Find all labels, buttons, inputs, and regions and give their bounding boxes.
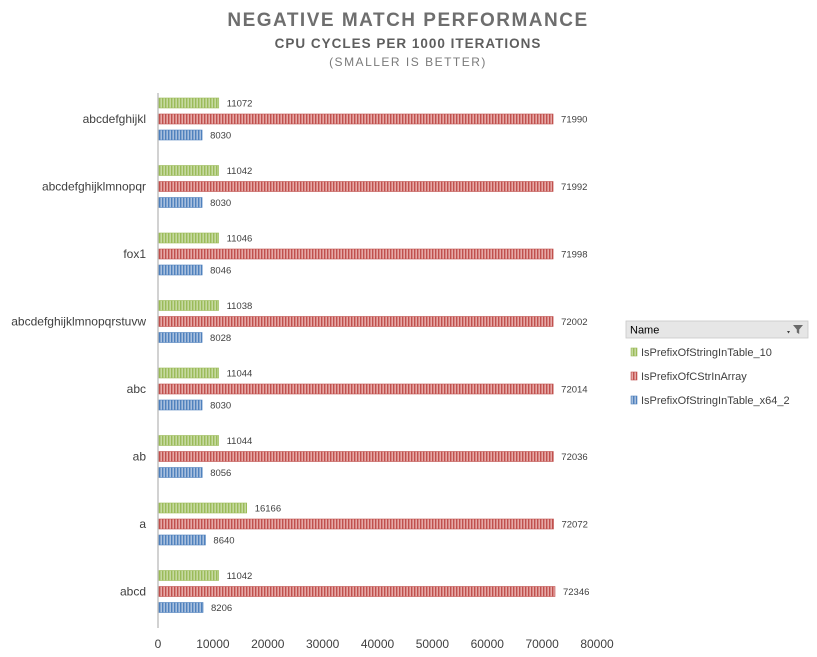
legend-swatch — [630, 347, 638, 357]
category-label: abcdefghijklmnopqrstuvw — [11, 315, 146, 329]
legend-item-label[interactable]: IsPrefixOfStringInTable_x64_2 — [641, 395, 790, 407]
bar — [158, 570, 219, 581]
data-label: 8030 — [210, 131, 231, 142]
data-label: 72002 — [561, 317, 587, 328]
data-label: 8056 — [210, 468, 231, 479]
legend-swatch — [630, 371, 638, 381]
data-label: 8640 — [213, 536, 234, 547]
data-label: 72036 — [561, 452, 587, 463]
x-tick-label: 60000 — [471, 637, 505, 651]
data-label: 11044 — [227, 436, 253, 447]
data-label: 11042 — [227, 166, 253, 177]
data-label: 11042 — [227, 571, 253, 582]
bar — [158, 248, 554, 260]
filter-icon[interactable] — [787, 325, 803, 334]
x-tick-label: 0 — [155, 637, 162, 651]
bar — [158, 383, 554, 395]
data-label: 72072 — [561, 520, 587, 531]
legend-item-label[interactable]: IsPrefixOfStringInTable_10 — [641, 347, 772, 359]
bar — [158, 129, 203, 141]
x-tick-label: 10000 — [196, 637, 230, 651]
data-label: 72014 — [561, 385, 587, 396]
category-label: fox1 — [123, 247, 146, 261]
bar — [158, 316, 554, 327]
legend-item-label[interactable]: IsPrefixOfCStrInArray — [641, 371, 747, 383]
category-label: abc — [127, 382, 146, 396]
data-label: 11046 — [227, 234, 253, 245]
bar — [158, 165, 219, 176]
data-label: 8030 — [210, 198, 231, 209]
bar — [158, 181, 554, 192]
data-label: 8028 — [210, 333, 231, 344]
data-label: 71998 — [561, 250, 587, 261]
bar — [158, 451, 554, 462]
category-label: abcd — [120, 585, 146, 599]
x-tick-label: 20000 — [251, 637, 285, 651]
bar — [158, 586, 556, 597]
bar — [158, 367, 219, 379]
data-label: 72346 — [563, 587, 589, 598]
legend-items: IsPrefixOfStringInTable_10 IsPrefixOfCStr… — [630, 347, 790, 407]
x-tick-label: 40000 — [361, 637, 395, 651]
bar — [158, 602, 204, 613]
data-label: 8206 — [211, 603, 232, 614]
category-label: abcdefghijkl — [83, 112, 146, 126]
plot-area: abcdefghijkl 11072 71990 8030 abcdefghijklmn… — [11, 93, 614, 651]
x-tick-label: 70000 — [525, 637, 559, 651]
data-label: 11044 — [227, 369, 253, 380]
bar — [158, 435, 219, 446]
x-tick-label: 80000 — [580, 637, 614, 651]
x-tick-label: 50000 — [416, 637, 450, 651]
data-label: 16166 — [255, 504, 281, 515]
bar — [158, 197, 203, 208]
data-label: 71992 — [561, 182, 587, 193]
data-label: 71990 — [561, 115, 587, 126]
bar — [158, 264, 203, 276]
legend-swatch — [630, 395, 638, 405]
bar — [158, 467, 203, 478]
chart-note: (SMALLER IS BETTER) — [329, 55, 487, 69]
category-label: a — [139, 517, 146, 531]
bar — [158, 97, 220, 109]
x-tick-label: 30000 — [306, 637, 340, 651]
bar — [158, 113, 554, 125]
legend-title: Name — [630, 325, 659, 337]
chart-subtitle: CPU CYCLES PER 1000 ITERATIONS — [275, 36, 542, 51]
bar — [158, 399, 203, 411]
chart-title: NEGATIVE MATCH PERFORMANCE — [227, 10, 588, 31]
bar — [158, 534, 206, 546]
data-label: 8046 — [210, 266, 231, 277]
bar — [158, 502, 248, 514]
bar — [158, 232, 219, 244]
bar — [158, 518, 554, 530]
data-label: 11038 — [227, 301, 253, 312]
data-label: 11072 — [227, 99, 253, 110]
bar — [158, 300, 219, 311]
category-label: ab — [133, 450, 147, 464]
data-label: 8030 — [210, 401, 231, 412]
legend: Name IsPrefixOfStringInTable_10IsPrefixO… — [625, 320, 809, 407]
legend-header[interactable] — [625, 320, 809, 339]
bar — [158, 332, 203, 343]
category-label: abcdefghijklmnopqr — [42, 180, 146, 194]
